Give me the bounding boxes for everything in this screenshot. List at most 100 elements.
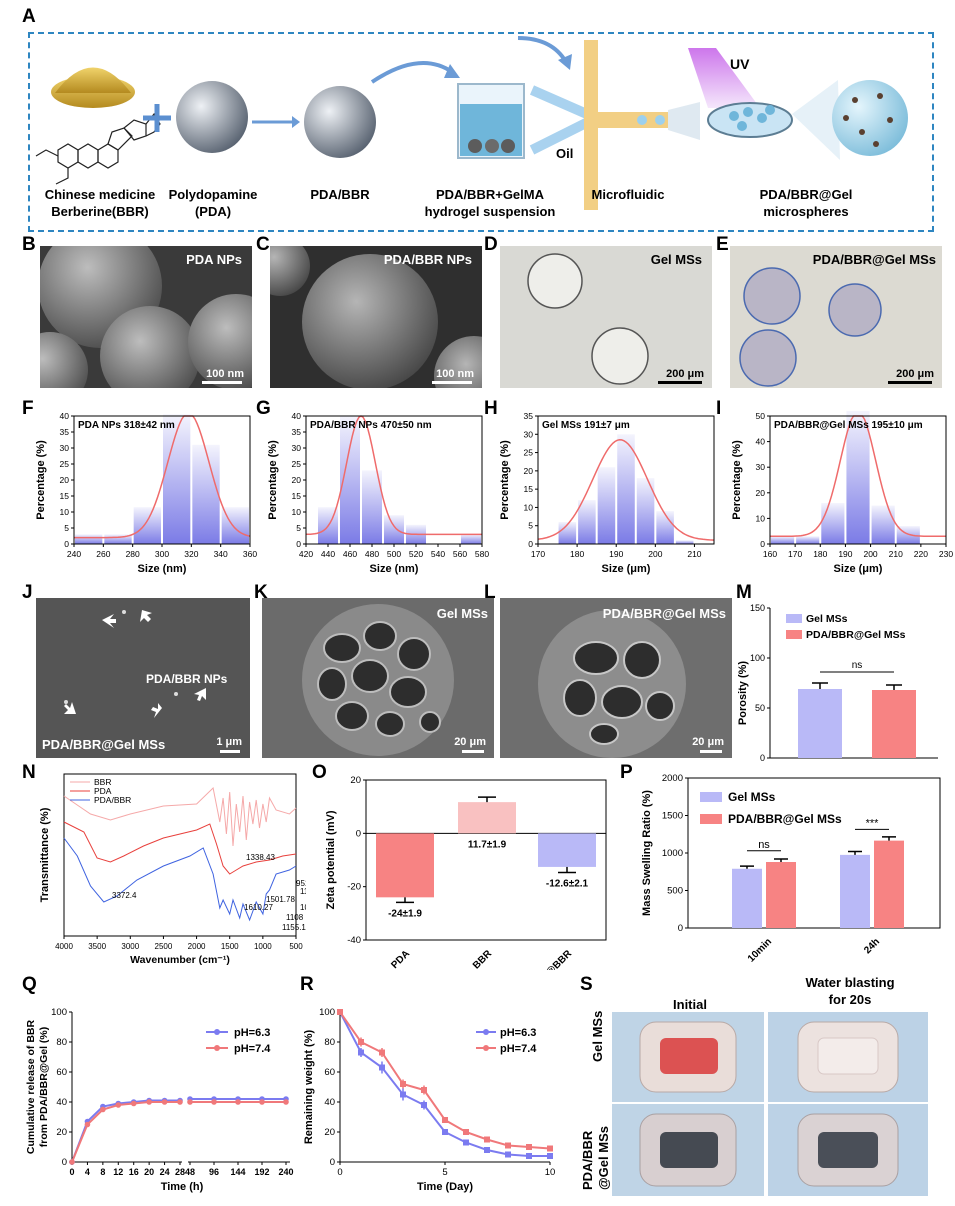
data-point bbox=[463, 1129, 469, 1135]
x-tick-label: 180 bbox=[570, 549, 584, 559]
x-tick-label: 48 bbox=[185, 1167, 195, 1177]
x-tick-label: 230 bbox=[939, 549, 953, 559]
x-tick-label: 210 bbox=[687, 549, 701, 559]
y-tick-label: 80 bbox=[324, 1037, 335, 1048]
uv-label: UV bbox=[730, 56, 750, 72]
x-tick-label: 3000 bbox=[121, 942, 139, 951]
y-tick-label: 5 bbox=[296, 523, 301, 533]
caption-microspheres: PDA/BBR@Gel microspheres bbox=[759, 187, 853, 219]
x-tick-label: 300 bbox=[155, 549, 169, 559]
histogram-bar bbox=[636, 478, 655, 544]
legend-marker bbox=[214, 1029, 220, 1035]
zeta-chart: -40 -20 0 20 Zeta potential (mV) -24±1.9 PDA 11… bbox=[325, 775, 607, 970]
x-tick-label: 16 bbox=[129, 1167, 139, 1177]
x-tick-label: 1500 bbox=[221, 942, 239, 951]
scale-label: 100 nm bbox=[206, 368, 244, 380]
schematic-box bbox=[28, 32, 934, 232]
y-tick-label: 30 bbox=[292, 443, 302, 453]
data-label: -24±1.9 bbox=[388, 908, 422, 919]
degradation-chart: 0 20 40 60 80 100 0 5 10 Time (Day) Remaining weig… bbox=[303, 1007, 556, 1193]
legend-swatch bbox=[786, 614, 802, 623]
panel-label-a: A bbox=[22, 6, 36, 27]
row-label-pda-bbr-gel: PDA/BBR @Gel MSs bbox=[580, 1126, 611, 1190]
panel-label-e: E bbox=[716, 234, 729, 255]
bar bbox=[874, 840, 904, 928]
x-tick-label: 10 bbox=[545, 1167, 556, 1178]
scale-bar bbox=[462, 750, 484, 753]
legend-label: pH=7.4 bbox=[234, 1043, 271, 1055]
y-tick-label: 1500 bbox=[662, 811, 683, 822]
legend-label: pH=7.4 bbox=[500, 1043, 537, 1055]
x-tick-label: 190 bbox=[609, 549, 623, 559]
data-point bbox=[526, 1144, 532, 1150]
x-tick-label: 192 bbox=[254, 1167, 269, 1177]
np-label: PDA/BBR NPs bbox=[146, 672, 228, 686]
y-tick-label: 0 bbox=[330, 1157, 335, 1168]
x-axis-label: Size (nm) bbox=[138, 563, 187, 575]
y-tick-label: 100 bbox=[51, 1007, 67, 1018]
panel-label-l: L bbox=[484, 582, 496, 603]
y-tick-label: 35 bbox=[60, 427, 70, 437]
bar bbox=[732, 868, 762, 928]
scale-bar bbox=[220, 750, 240, 753]
y-tick-label: 0 bbox=[528, 539, 533, 549]
histogram-bar bbox=[75, 534, 103, 544]
x-tick-label: PDA bbox=[389, 948, 412, 970]
histogram-bar bbox=[656, 511, 674, 544]
data-point bbox=[187, 1099, 193, 1105]
y-tick-label: 10 bbox=[292, 507, 302, 517]
y-tick-label: 15 bbox=[292, 491, 302, 501]
x-tick-label: 96 bbox=[209, 1167, 219, 1177]
histogram-bar bbox=[461, 534, 481, 544]
y-axis-label: from PDA/BBR@Gel (%) bbox=[38, 1027, 50, 1148]
x-tick-label: 460 bbox=[343, 549, 357, 559]
legend-label: Gel MSs bbox=[806, 613, 848, 625]
data-label: -12.6±2.1 bbox=[546, 879, 589, 890]
peak-annotation: 1108 bbox=[286, 913, 304, 922]
micrograph-title: PDA/BBR NPs bbox=[383, 252, 472, 267]
bar bbox=[376, 833, 434, 898]
peak-annotation: 3372.4 bbox=[112, 891, 137, 900]
histogram-bar bbox=[871, 505, 895, 544]
chart-title: PDA NPs 318±42 nm bbox=[78, 420, 175, 431]
photo-gel-initial bbox=[612, 1012, 764, 1102]
legend-swatch bbox=[700, 792, 722, 802]
y-tick-label: 0 bbox=[356, 828, 361, 839]
data-point bbox=[161, 1099, 168, 1105]
histogram-bar bbox=[340, 416, 360, 544]
microsphere-icon bbox=[832, 80, 908, 156]
y-tick-label: 0 bbox=[64, 539, 69, 549]
peak-annotation: 1610.27 bbox=[244, 903, 273, 912]
y-tick-label: 80 bbox=[56, 1037, 67, 1048]
x-tick-label: 520 bbox=[409, 549, 423, 559]
scale-bar bbox=[700, 750, 722, 753]
scale-label: 20 μm bbox=[454, 736, 486, 748]
panel-label-s: S bbox=[580, 974, 593, 995]
panel-label-d: D bbox=[484, 234, 498, 255]
x-tick-label: 0 bbox=[69, 1167, 74, 1177]
significance-label: ns bbox=[758, 839, 770, 851]
data-point bbox=[484, 1147, 490, 1153]
y-tick-label: 20 bbox=[60, 475, 70, 485]
panel-label-r: R bbox=[300, 974, 314, 995]
data-point bbox=[146, 1099, 152, 1105]
y-tick-label: 100 bbox=[319, 1007, 335, 1018]
y-axis-label: Porosity (%) bbox=[737, 661, 749, 726]
histogram-chart-g: 420 440 460 480 500 520 540 560 580 0 5 10 15 20 25 30 3… bbox=[267, 411, 489, 575]
y-tick-label: 35 bbox=[524, 411, 534, 421]
x-tick-label: 340 bbox=[214, 549, 228, 559]
panel-label-o: O bbox=[312, 762, 327, 783]
data-point bbox=[259, 1099, 265, 1105]
scale-label: 20 μm bbox=[692, 736, 724, 748]
legend-label: BBR bbox=[94, 777, 111, 787]
uv-light-icon bbox=[688, 48, 760, 108]
scale-label: 1 μm bbox=[216, 736, 242, 748]
x-tick-label: 3500 bbox=[88, 942, 106, 951]
legend-swatch bbox=[786, 630, 802, 639]
histogram-bar bbox=[578, 500, 596, 544]
scale-label: 100 nm bbox=[436, 368, 474, 380]
y-tick-label: 40 bbox=[60, 411, 70, 421]
data-point bbox=[235, 1099, 241, 1105]
y-tick-label: 150 bbox=[750, 603, 765, 613]
